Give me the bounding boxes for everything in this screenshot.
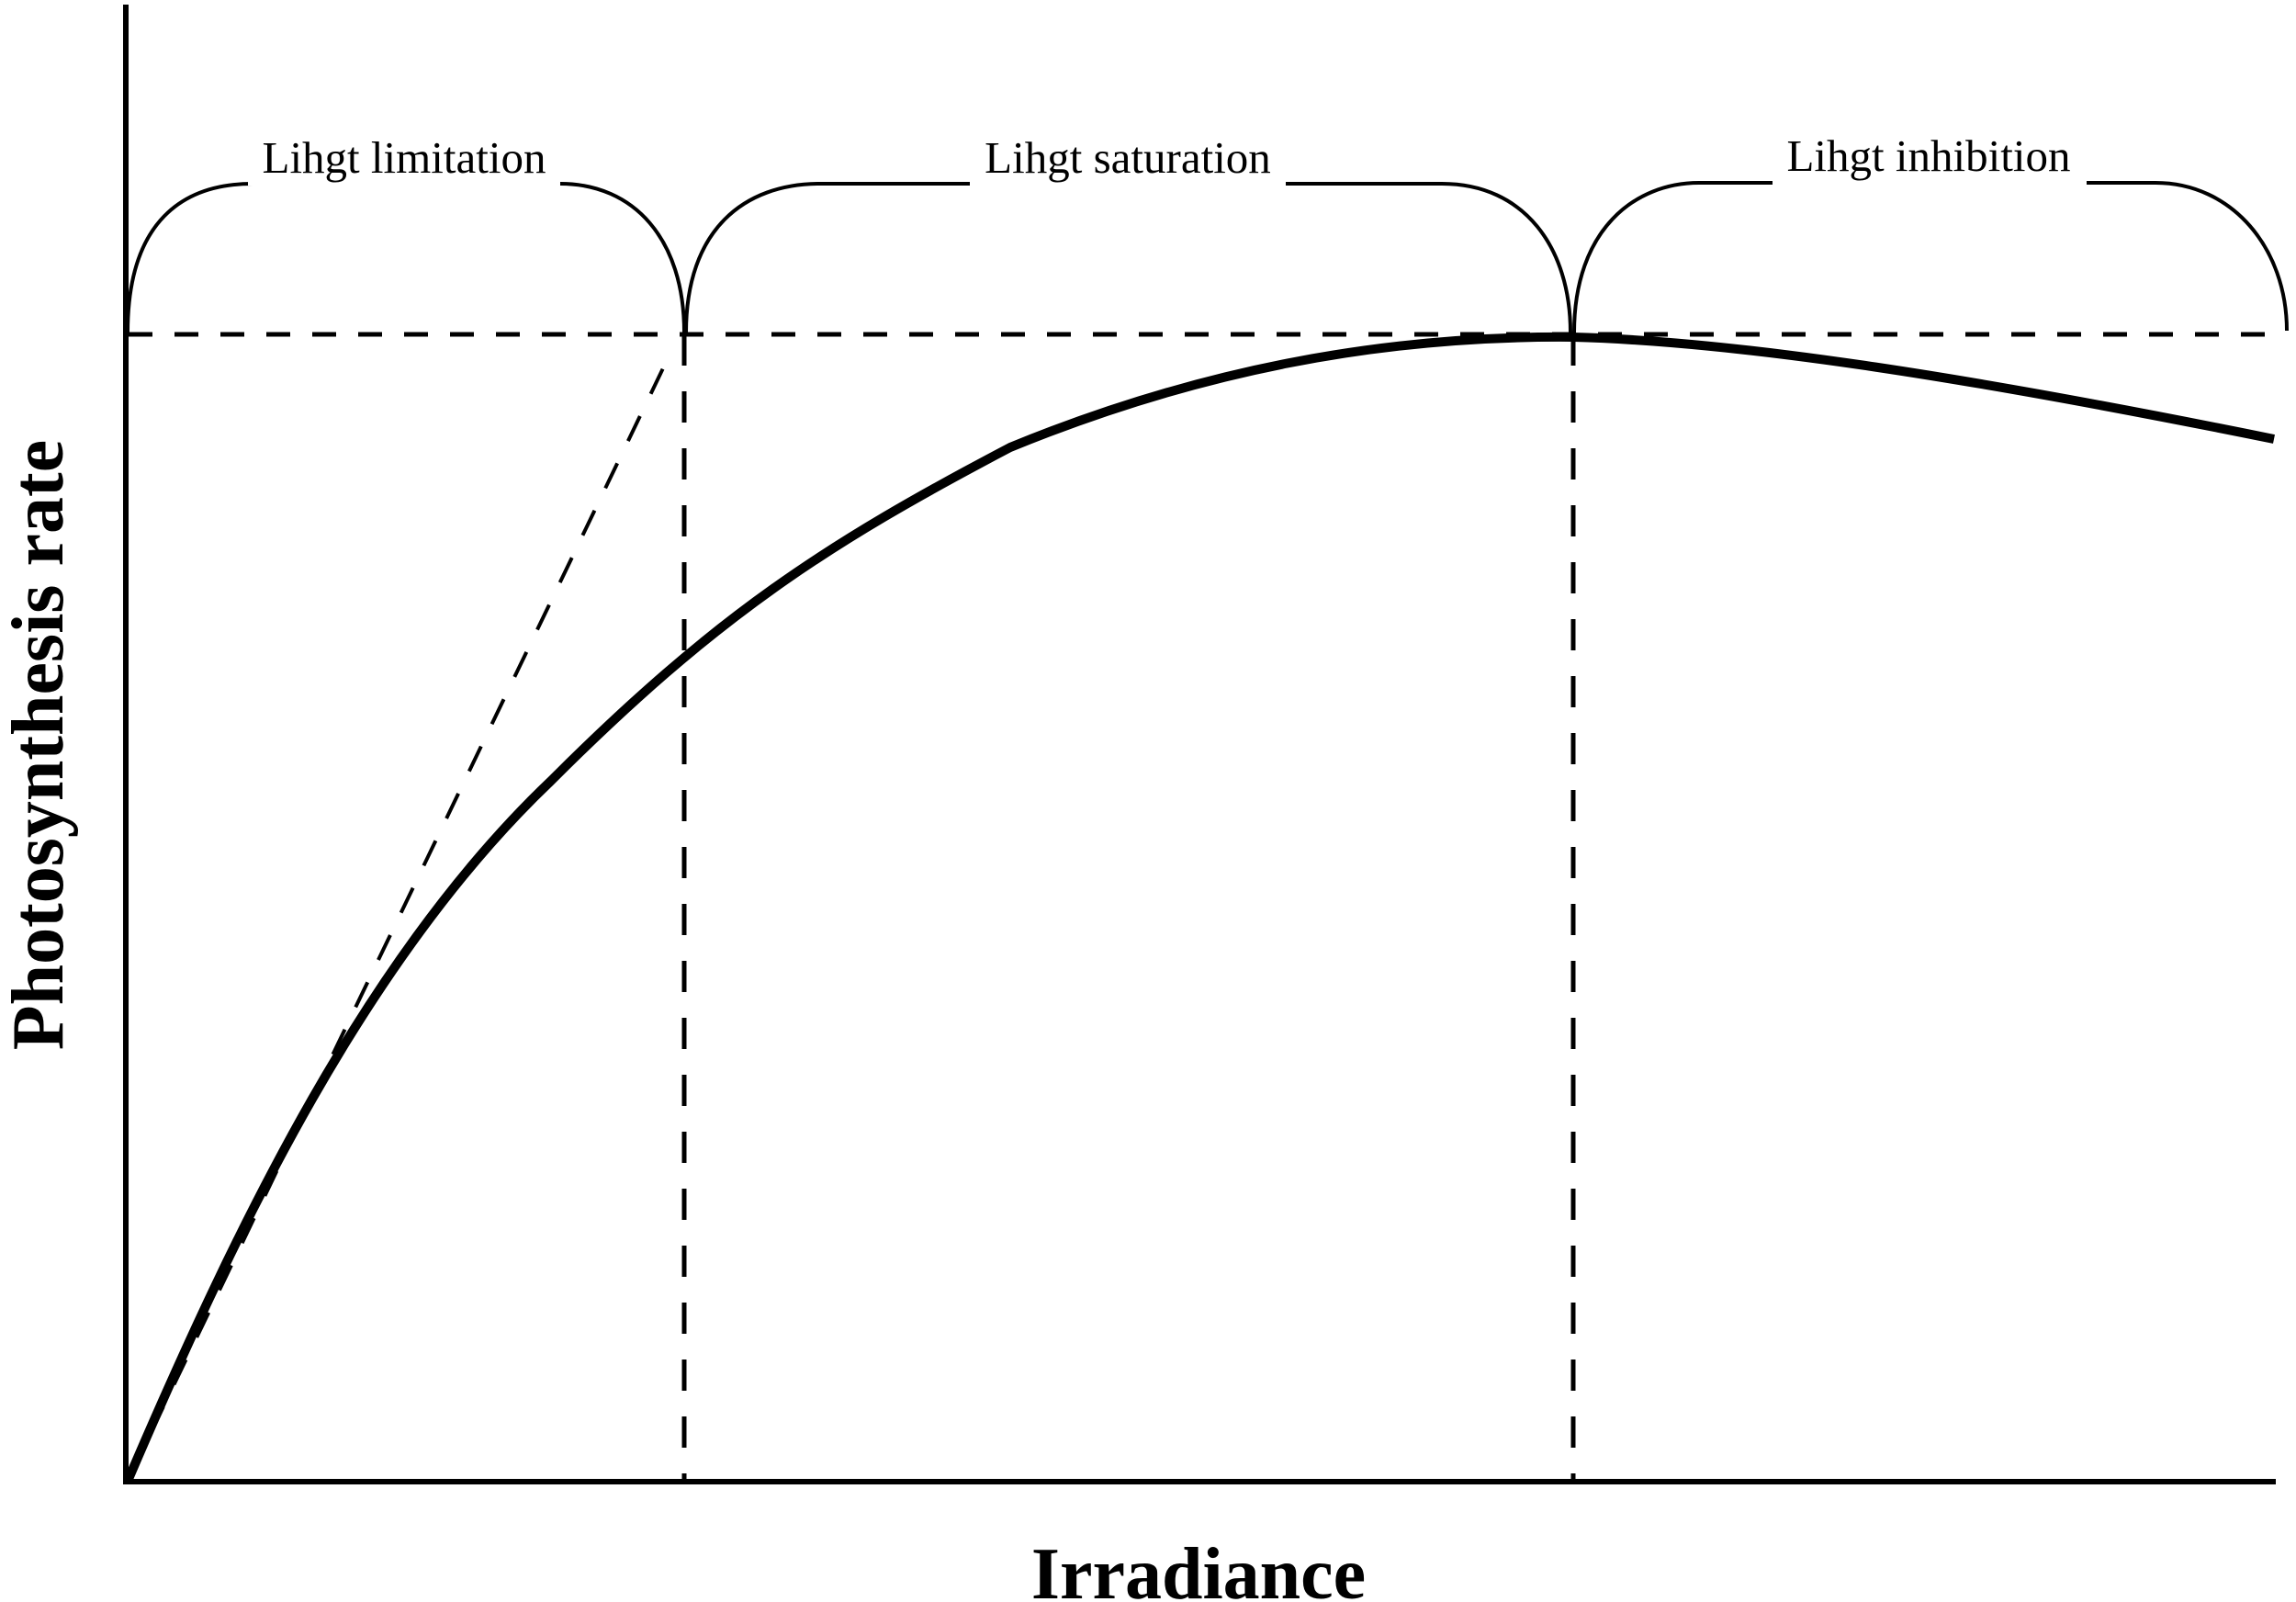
initial-slope-tangent	[127, 346, 675, 1480]
bracket-limitation	[126, 182, 686, 333]
region-label-limitation: Lihgt limitation	[263, 132, 546, 183]
bracket-inhibition	[1572, 181, 2289, 333]
y-axis-label: Photosynthesis rate	[0, 440, 79, 1050]
bracket-saturation	[684, 182, 1572, 333]
x-axis-label: Irradiance	[1031, 1534, 1366, 1602]
pi-curve	[124, 332, 2275, 1481]
region-label-saturation: Lihgt saturation	[985, 132, 1271, 183]
region-label-inhibition: Lihgt inhibition	[1787, 130, 2071, 181]
